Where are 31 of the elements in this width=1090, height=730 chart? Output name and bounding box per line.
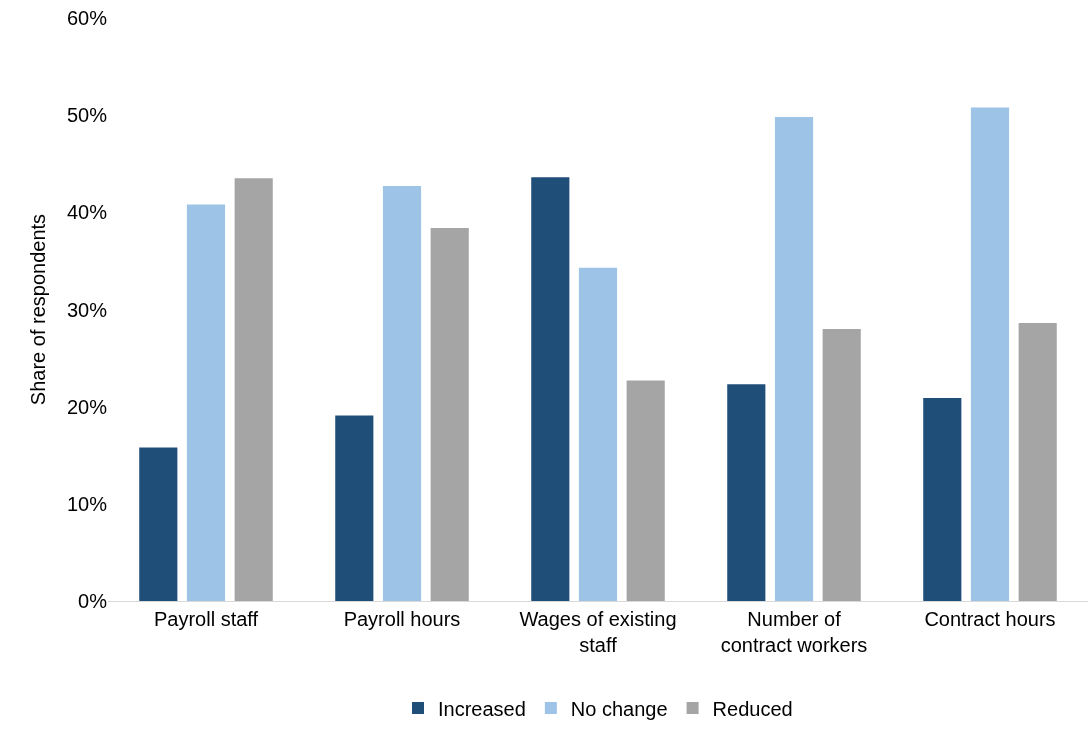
y-tick-label: 10% — [66, 492, 108, 515]
x-tick-label: Payroll staff — [153, 608, 259, 630]
y-tick-label: 30% — [66, 298, 108, 321]
y-axis-title: Share of respondents — [27, 213, 50, 406]
legend-label: Increased — [438, 697, 526, 720]
bar — [578, 267, 618, 601]
y-tick-label: 60% — [66, 7, 108, 29]
bar — [923, 397, 962, 601]
x-tick-label: Payroll hours — [343, 608, 461, 630]
bar — [430, 227, 469, 601]
bar — [139, 447, 178, 601]
legend-label: No change — [570, 697, 668, 720]
bar — [186, 204, 226, 601]
y-tick-label: 0% — [78, 590, 108, 612]
bar — [727, 384, 766, 601]
bar — [970, 107, 1010, 601]
bar — [822, 328, 861, 601]
bar — [774, 117, 814, 601]
y-tick-label: 50% — [66, 104, 108, 127]
bar — [335, 415, 374, 601]
bar — [1018, 323, 1057, 601]
y-tick-label: 20% — [66, 395, 108, 418]
x-tick-label: Number of contract workers — [720, 608, 868, 656]
bar — [234, 178, 273, 601]
x-tick-label: Wages of existing staff — [519, 608, 677, 656]
bar — [382, 186, 422, 601]
y-tick-label: 40% — [66, 201, 108, 224]
legend-label: Reduced — [712, 697, 793, 720]
bar — [626, 380, 665, 601]
bar — [531, 177, 570, 601]
x-tick-label: Contract hours — [924, 608, 1056, 630]
